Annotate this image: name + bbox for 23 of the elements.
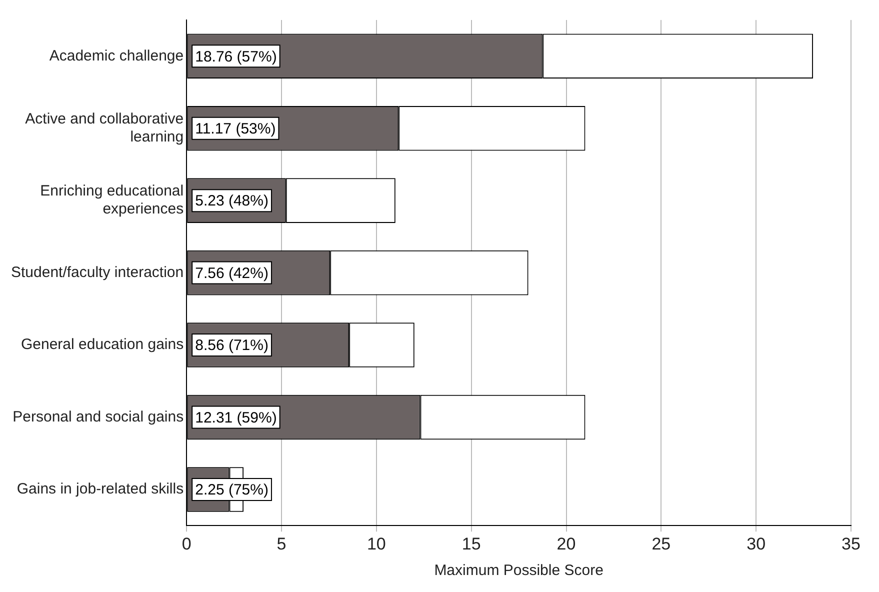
data-label: 8.56 (71%) [195, 337, 268, 354]
data-label: 12.31 (59%) [195, 409, 277, 426]
y-tick-label: Academic challenge [49, 47, 184, 64]
data-label: 2.25 (75%) [195, 482, 268, 499]
x-tick-label: 15 [462, 534, 481, 554]
x-tick-label: 0 [182, 534, 192, 554]
y-tick-label: Enriching educational experiences [40, 182, 184, 218]
x-tick-label: 5 [276, 534, 286, 554]
y-tick-label: Active and collaborative learning [25, 110, 184, 146]
x-tick-label: 20 [556, 534, 576, 554]
y-tick-label: Personal and social gains [12, 408, 184, 426]
data-label: 18.76 (57%) [195, 48, 277, 66]
y-tick-label: Student/faculty interaction [10, 264, 184, 281]
data-label: 7.56 (42%) [195, 264, 268, 282]
data-label: 5.23 (48%) [195, 192, 268, 210]
x-tick-label: 10 [366, 534, 386, 554]
x-tick-label: 30 [746, 534, 766, 554]
y-tick-label: Gains in job-related skills [16, 480, 184, 498]
y-tick-label: General education gains [20, 336, 184, 354]
x-axis-title: Maximum Possible Score [434, 562, 604, 580]
x-tick-label: 35 [842, 534, 860, 554]
data-label: 11.17 (53%) [195, 120, 276, 138]
x-tick-label: 25 [652, 534, 671, 554]
